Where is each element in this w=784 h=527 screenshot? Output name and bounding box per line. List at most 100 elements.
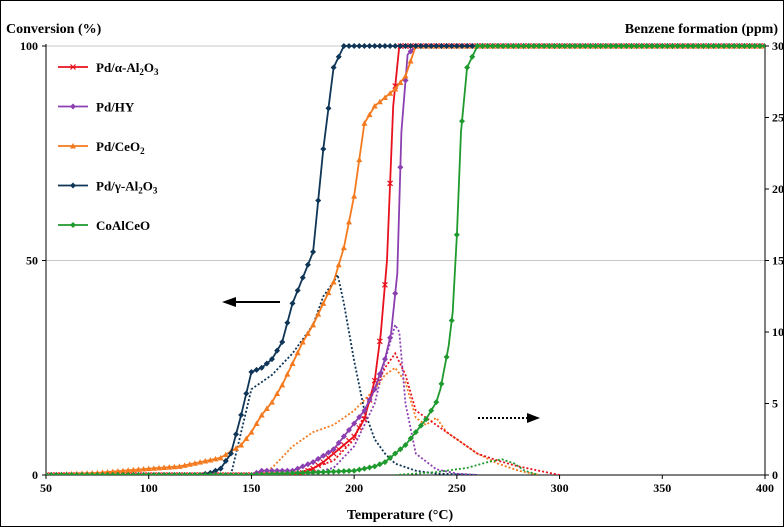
data-point xyxy=(330,468,337,475)
data-point xyxy=(263,471,270,475)
data-point xyxy=(371,463,378,470)
data-point xyxy=(299,339,306,345)
data-point xyxy=(166,472,173,475)
data-point xyxy=(720,43,727,49)
data-point xyxy=(46,472,49,475)
data-point xyxy=(268,467,275,474)
data-point xyxy=(186,461,193,467)
data-point xyxy=(387,43,394,49)
legend-marker xyxy=(70,143,76,149)
data-point xyxy=(387,454,394,461)
data-point xyxy=(464,64,471,71)
data-point xyxy=(120,467,127,474)
benzene-series xyxy=(230,272,560,475)
data-point xyxy=(423,43,430,49)
data-point xyxy=(669,43,676,49)
y2-tick-label: 5 xyxy=(772,397,778,411)
data-point xyxy=(381,459,388,466)
data-point xyxy=(243,390,250,397)
data-point xyxy=(412,429,419,436)
data-point xyxy=(541,43,548,49)
data-point xyxy=(330,450,337,457)
data-point xyxy=(125,467,132,473)
x-tick-label: 250 xyxy=(448,481,466,495)
data-point xyxy=(233,472,239,475)
data-point xyxy=(304,469,311,475)
data-point xyxy=(726,43,733,49)
data-point xyxy=(166,472,173,475)
data-point xyxy=(145,472,152,475)
data-point xyxy=(191,460,198,466)
data-point xyxy=(197,459,204,465)
y2-tick-label: 20 xyxy=(772,182,784,196)
data-point xyxy=(510,43,517,49)
x-tick-label: 100 xyxy=(140,481,158,495)
data-point xyxy=(397,164,404,171)
data-point xyxy=(130,472,137,475)
data-point xyxy=(73,472,80,475)
data-point xyxy=(284,371,291,377)
y2-tick-label: 10 xyxy=(772,325,784,339)
data-point xyxy=(114,468,121,474)
data-point xyxy=(340,442,347,448)
data-point xyxy=(448,317,455,324)
data-point xyxy=(546,43,553,49)
data-point xyxy=(68,472,75,475)
data-point xyxy=(387,334,394,341)
data-point xyxy=(186,472,193,475)
data-point xyxy=(304,261,311,268)
data-point xyxy=(366,111,373,118)
data-point xyxy=(356,414,363,421)
y-tick-label: 0 xyxy=(32,468,38,482)
data-point xyxy=(376,371,383,378)
data-point xyxy=(268,356,275,363)
data-point xyxy=(315,455,322,462)
data-point xyxy=(48,472,55,475)
data-point xyxy=(176,463,183,469)
data-point xyxy=(659,43,666,49)
data-point xyxy=(320,452,327,459)
data-point xyxy=(248,429,255,435)
data-point xyxy=(145,472,152,475)
data-point xyxy=(161,464,168,470)
data-point xyxy=(366,396,373,403)
data-point xyxy=(525,43,532,49)
data-point xyxy=(587,43,594,49)
data-point xyxy=(746,43,753,49)
data-point xyxy=(289,470,296,475)
data-point xyxy=(351,193,358,199)
data-point xyxy=(238,441,245,448)
y-tick-label: 50 xyxy=(26,254,38,268)
data-point xyxy=(212,472,219,475)
benzene-line xyxy=(251,366,540,475)
data-point xyxy=(155,472,162,475)
data-point xyxy=(176,472,183,475)
data-point xyxy=(233,472,240,475)
data-point xyxy=(202,458,209,464)
data-point xyxy=(217,465,224,472)
data-point xyxy=(756,43,763,49)
data-point xyxy=(181,472,188,475)
data-point xyxy=(335,446,342,453)
legend-label: Pd/HY xyxy=(96,100,135,115)
data-point xyxy=(464,43,471,49)
data-point xyxy=(392,43,399,49)
data-point xyxy=(279,381,286,388)
data-point xyxy=(150,465,157,471)
data-point xyxy=(335,439,342,446)
data-point xyxy=(166,464,173,470)
data-point xyxy=(361,407,368,414)
data-point xyxy=(171,472,178,475)
data-point xyxy=(762,43,765,49)
data-point xyxy=(140,472,147,475)
data-point xyxy=(376,461,383,468)
data-point xyxy=(284,319,291,326)
data-point xyxy=(192,472,198,475)
data-point xyxy=(130,472,137,475)
data-point xyxy=(638,43,645,49)
data-point xyxy=(310,465,316,472)
data-point xyxy=(258,471,265,475)
x-tick-label: 150 xyxy=(242,481,260,495)
legend-marker xyxy=(70,222,76,228)
